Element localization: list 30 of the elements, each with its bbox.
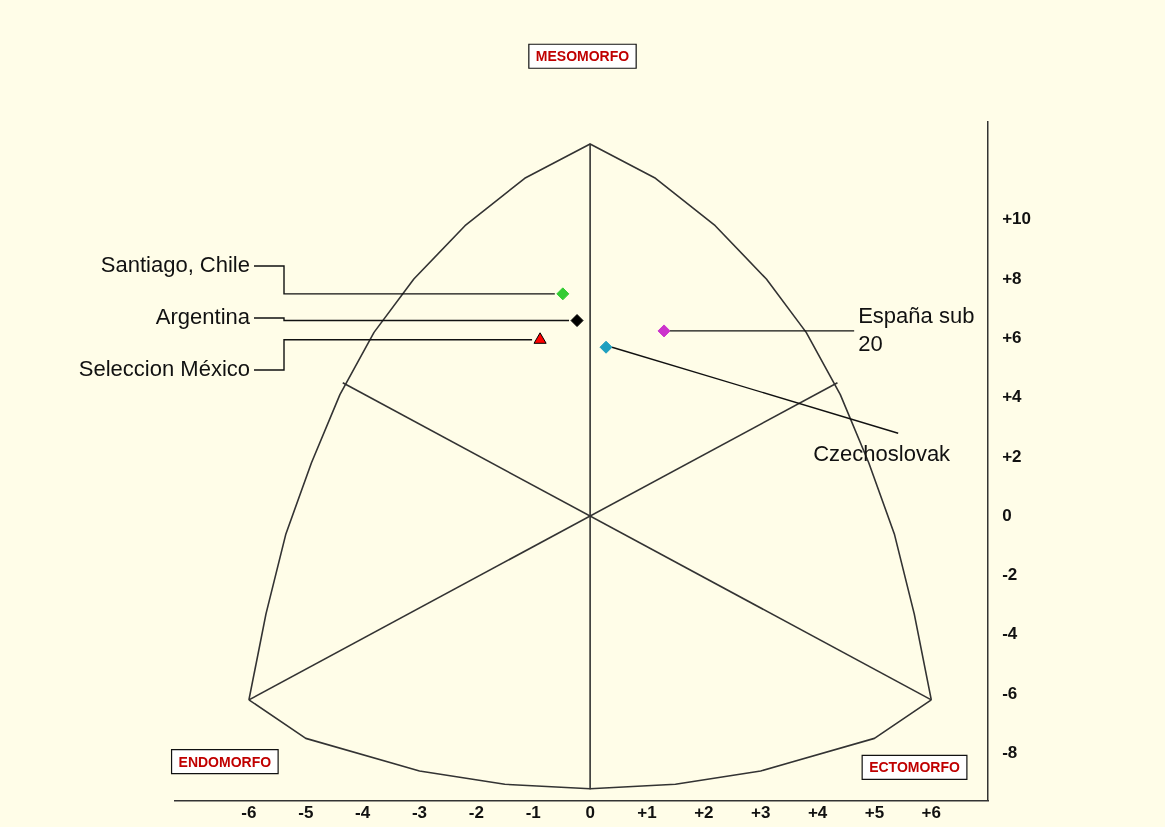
text: Santiago, Chile	[100, 252, 250, 278]
x-tick-label: +6	[921, 803, 941, 823]
x-tick-label: +1	[637, 803, 657, 823]
y-tick-label: +2	[1002, 446, 1022, 466]
x-tick-label: +4	[807, 803, 828, 823]
y-tick-label: +8	[1002, 268, 1022, 288]
text: MESOMORFO	[535, 48, 630, 65]
y-tick-label: +10	[1002, 209, 1032, 229]
y-tick-label: +4	[1002, 387, 1023, 407]
annotation: ENDOMORFO	[178, 753, 272, 770]
y-tick-label: +6	[1002, 328, 1022, 348]
x-tick-label: -1	[525, 803, 541, 823]
x-tick-label: -3	[411, 803, 428, 823]
text: Seleccion México	[78, 356, 250, 382]
text: Argentina	[155, 304, 251, 330]
x-tick-label: +5	[864, 803, 885, 823]
x-tick-label: -4	[355, 803, 371, 823]
y-tick-label: 0	[1002, 505, 1012, 525]
y-tick-label: -4	[1002, 624, 1018, 644]
y-tick-label: -2	[1002, 565, 1018, 585]
x-tick-label: -5	[298, 803, 314, 823]
x-tick-label: 0	[585, 803, 595, 823]
y-tick-label: -6	[1002, 683, 1018, 703]
x-tick-label: +2	[694, 803, 714, 823]
y-tick-label: -8	[1002, 742, 1018, 762]
x-tick-label: -2	[468, 803, 484, 823]
text: España sub 20	[858, 302, 975, 356]
annotation: ECTOMORFO	[869, 759, 960, 776]
x-tick-label: +3	[751, 803, 771, 823]
x-tick-label: -6	[241, 803, 257, 823]
